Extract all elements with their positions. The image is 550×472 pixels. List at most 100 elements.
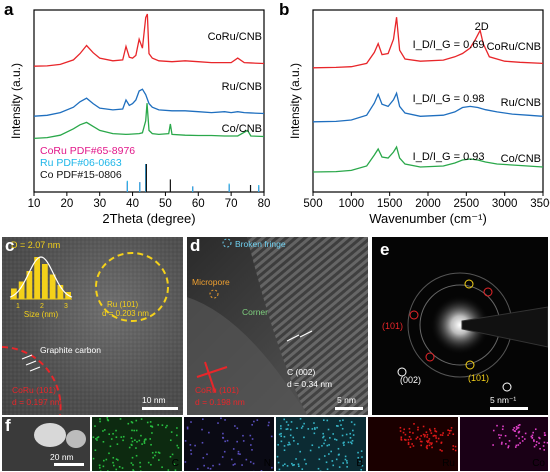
eds-signal-dot — [296, 427, 298, 430]
eds-signal-dot — [412, 432, 414, 434]
eds-signal-dot — [103, 459, 105, 462]
eds-signal-dot — [318, 458, 321, 461]
eds-signal-dot — [500, 443, 503, 445]
eds-signal-dot — [427, 441, 429, 444]
eds-signal-dot — [285, 428, 288, 431]
eds-signal-dot — [341, 427, 344, 430]
eds-signal-dot — [530, 435, 533, 438]
eds-signal-dot — [515, 425, 518, 428]
eds-signal-dot — [346, 462, 348, 464]
eds-map-co: Co — [460, 417, 548, 471]
x-tick-label: 3500 — [530, 198, 550, 210]
eds-signal-dot — [277, 461, 280, 464]
histogram-bar — [18, 281, 25, 299]
eds-signal-dot — [139, 465, 142, 468]
eds-signal-dot — [209, 467, 212, 470]
eds-signal-dot — [278, 468, 281, 471]
eds-signal-dot — [532, 431, 534, 434]
eds-signal-dot — [314, 428, 316, 430]
eds-signal-dot — [533, 439, 535, 441]
eds-signal-dot — [508, 440, 511, 442]
eds-signal-dot — [531, 436, 534, 439]
eds-signal-dot — [131, 456, 134, 459]
panel-letter-e: e — [380, 240, 390, 259]
eds-signal-dot — [289, 443, 291, 446]
eds-signal-dot — [323, 442, 325, 445]
eds-signal-dot — [184, 461, 187, 463]
eds-signal-dot — [439, 434, 442, 436]
eds-signal-dot — [422, 425, 425, 428]
eds-signal-dot — [207, 467, 209, 469]
x-tick-label: 500 — [303, 198, 322, 210]
eds-signal-dot — [408, 427, 411, 430]
reference-label: Ru PDF#06-0663 — [40, 157, 122, 169]
eds-signal-dot — [217, 422, 219, 424]
eds-map-c: C — [92, 417, 182, 471]
eds-signal-dot — [201, 441, 204, 444]
eds-signal-dot — [433, 427, 436, 430]
eds-signal-dot — [404, 433, 407, 436]
eds-signal-dot — [337, 425, 339, 427]
haadf-image: 20 nm — [2, 417, 90, 471]
eds-signal-dot — [513, 427, 515, 429]
eds-signal-dot — [430, 443, 433, 446]
eds-signal-dot — [429, 442, 431, 444]
scale-bar-f — [54, 463, 84, 466]
eds-signal-dot — [190, 421, 192, 423]
eds-signal-dot — [507, 445, 510, 447]
eds-signal-dot — [498, 437, 501, 439]
eds-signal-dot — [167, 469, 170, 471]
eds-signal-dot — [92, 457, 95, 460]
eds-signal-dot — [232, 464, 235, 466]
eds-signal-dot — [97, 436, 100, 438]
eds-signal-dot — [284, 463, 286, 465]
eds-signal-dot — [288, 441, 290, 444]
eds-map-n: N — [184, 417, 274, 471]
eds-signal-dot — [420, 435, 422, 437]
eds-signal-dot — [350, 441, 352, 444]
eds-signal-dot — [448, 432, 451, 435]
eds-signal-dot — [305, 463, 307, 465]
eds-signal-dot — [326, 468, 329, 471]
eds-signal-dot — [534, 428, 537, 431]
eds-signal-dot — [289, 428, 292, 431]
eds-signal-dot — [533, 445, 536, 448]
intensity-ratio-label: I_D/I_G = 0.69 — [413, 39, 485, 51]
eds-signal-dot — [328, 444, 330, 446]
reference-label: CoRu PDF#65-8976 — [40, 145, 135, 157]
eds-signal-dot — [289, 434, 292, 437]
eds-signal-dot — [150, 443, 152, 446]
eds-signal-dot — [115, 436, 118, 439]
eds-signal-dot — [298, 465, 300, 468]
eds-signal-dot — [143, 439, 146, 441]
eds-signal-dot — [108, 452, 110, 455]
eds-signal-dot — [538, 436, 540, 439]
eds-signal-dot — [543, 449, 546, 451]
eds-signal-dot — [431, 446, 433, 449]
x-axis-label: Wavenumber (cm⁻¹) — [369, 211, 487, 226]
raman-series-line — [312, 91, 544, 123]
eds-signal-dot — [98, 464, 101, 467]
eds-signal-dot — [518, 437, 520, 440]
eds-signal-dot — [299, 450, 301, 453]
eds-signal-dot — [409, 431, 411, 434]
eds-signal-dot — [151, 451, 154, 454]
eds-signal-dot — [131, 429, 133, 432]
eds-signal-dot — [430, 432, 433, 434]
eds-signal-dot — [435, 440, 438, 443]
panel-letter-a: a — [4, 0, 14, 19]
eds-signal-dot — [283, 449, 286, 452]
eds-signal-dot — [117, 459, 119, 461]
eds-signal-dot — [428, 428, 431, 431]
eds-signal-dot — [110, 438, 113, 440]
eds-signal-dot — [131, 440, 134, 443]
eds-signal-dot — [283, 418, 286, 421]
eds-signal-dot — [186, 427, 189, 430]
eds-label-n: N — [263, 458, 271, 469]
eds-signal-dot — [334, 438, 336, 441]
eds-signal-dot — [287, 424, 290, 426]
eds-signal-dot — [237, 450, 240, 453]
eds-signal-dot — [113, 464, 115, 467]
eds-signal-dot — [329, 437, 331, 439]
eds-signal-dot — [431, 442, 433, 444]
